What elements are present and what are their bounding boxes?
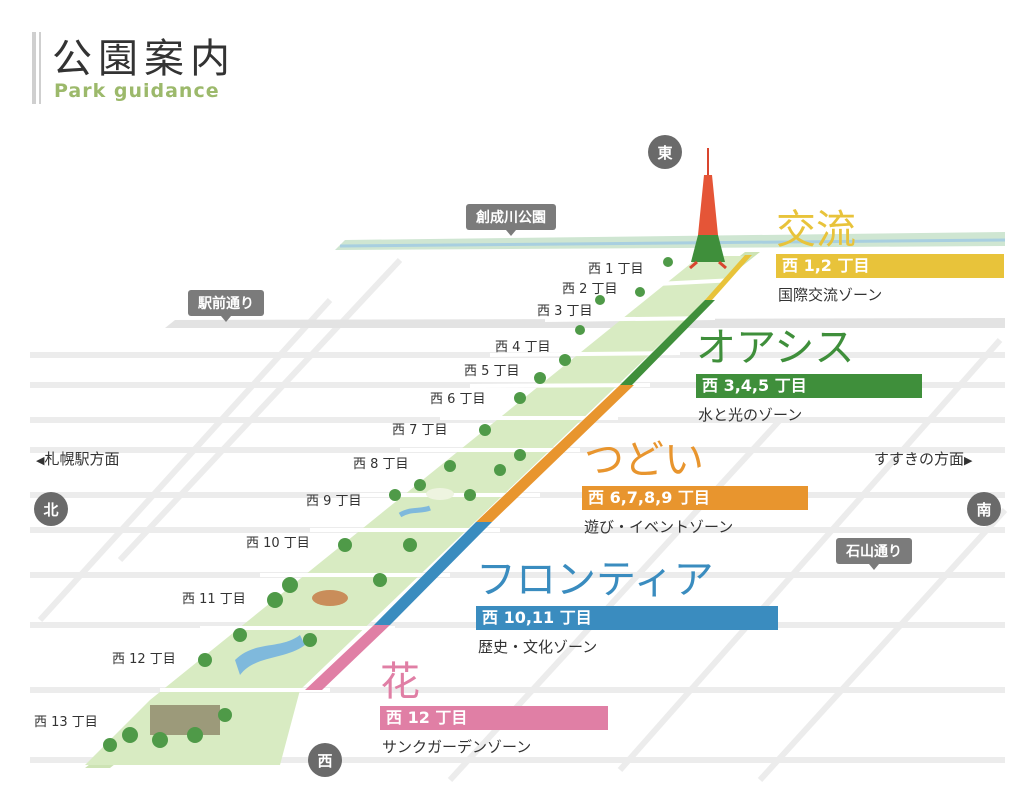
block-label-4: 西 4 丁目 xyxy=(495,340,551,355)
rose-garden xyxy=(150,705,220,735)
header-accent-bar-thin xyxy=(39,32,41,104)
compass-west: 西 xyxy=(308,743,342,777)
zone-desc-koryu: 国際交流ゾーン xyxy=(778,286,883,304)
page-subtitle: Park guidance xyxy=(54,80,220,102)
ekimae-street xyxy=(165,318,1005,328)
street-tag-ishiyama: 石山通り xyxy=(836,538,912,570)
block-label-6: 西 6 丁目 xyxy=(430,392,486,407)
block-label-7: 西 7 丁目 xyxy=(392,423,448,438)
water-feature xyxy=(398,505,431,518)
zone-desc-frontier: 歴史・文化ゾーン xyxy=(478,638,598,656)
zone-stripe-tsudoi xyxy=(476,385,634,522)
block-label-12: 西 12 丁目 xyxy=(112,652,176,667)
block-label-5: 西 5 丁目 xyxy=(464,364,520,379)
block-label-8: 西 8 丁目 xyxy=(353,457,409,472)
zone-bar-koryu: 西 1,2 丁目 xyxy=(776,254,1004,278)
block-label-13: 西 13 丁目 xyxy=(34,715,98,730)
fountain xyxy=(312,590,348,606)
arrow-left-icon: ◀ xyxy=(36,454,45,467)
zone-name-frontier: フロンティア xyxy=(476,557,714,603)
trees xyxy=(103,257,673,752)
zone-stripe-frontier xyxy=(374,522,492,625)
zone-name-hana: 花 xyxy=(380,659,420,705)
block-label-3: 西 3 丁目 xyxy=(537,304,593,319)
zone-stripe-koryu xyxy=(705,255,752,300)
zone-name-koryu: 交流 xyxy=(776,207,856,253)
zone-desc-tsudoi: 遊び・イベントゾーン xyxy=(584,518,734,536)
zone-desc-hana: サンクガーデンゾーン xyxy=(382,738,532,756)
zone-name-oasis: オアシス xyxy=(696,325,855,371)
header-accent-bar xyxy=(32,32,36,104)
zone-bar-oasis: 西 3,4,5 丁目 xyxy=(696,374,922,398)
pond xyxy=(235,635,305,675)
arrow-right-icon: ▶ xyxy=(964,454,973,467)
zone-bar-tsudoi: 西 6,7,8,9 丁目 xyxy=(582,486,808,510)
block-label-9: 西 9 丁目 xyxy=(306,494,362,509)
block-label-10: 西 10 丁目 xyxy=(246,536,310,551)
compass-north: 北 xyxy=(34,492,68,526)
tv-tower xyxy=(689,148,727,270)
compass-east: 東 xyxy=(648,135,682,169)
street-tag-ekimae: 駅前通り xyxy=(188,290,264,322)
direction-left: ◀札幌駅方面 xyxy=(36,450,120,468)
zone-desc-oasis: 水と光のゾーン xyxy=(698,406,803,424)
zone-stripe-hana xyxy=(305,625,390,690)
block-label-11: 西 11 丁目 xyxy=(182,592,246,607)
block-label-1: 西 1 丁目 xyxy=(588,262,644,277)
compass-south: 南 xyxy=(967,492,1001,526)
street-tag-sosei: 創成川公園 xyxy=(466,204,556,236)
zone-bar-frontier: 西 10,11 丁目 xyxy=(476,606,778,630)
zone-stripe-oasis xyxy=(620,300,715,385)
direction-right: すすきの方面▶ xyxy=(874,450,973,468)
block-label-2: 西 2 丁目 xyxy=(562,282,618,297)
play-area xyxy=(426,488,454,500)
page-title: 公園案内 xyxy=(52,36,236,82)
zone-bar-hana: 西 12 丁目 xyxy=(380,706,608,730)
zone-name-tsudoi: つどい xyxy=(584,437,704,483)
